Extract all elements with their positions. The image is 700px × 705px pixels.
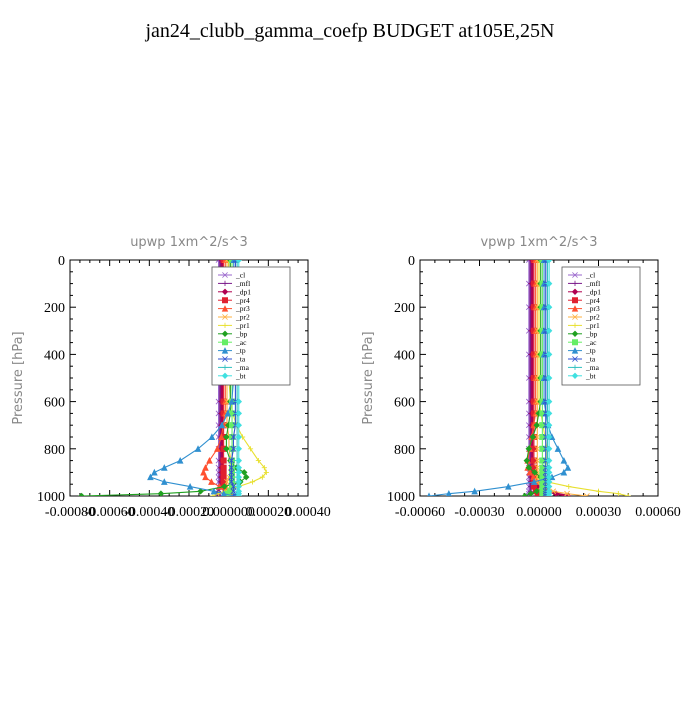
legend-marker — [222, 322, 228, 328]
legend-label: _pr3 — [235, 304, 250, 313]
legend-marker — [571, 330, 579, 337]
x-tick-label: -0.00040 — [124, 505, 174, 520]
legend-label: _bp — [585, 329, 598, 338]
legend-marker — [571, 305, 579, 312]
legend-marker — [221, 288, 229, 295]
legend-label: _dp1 — [585, 287, 601, 296]
legend-label: _bt — [235, 371, 247, 380]
legend-label: _ma — [585, 363, 600, 372]
legend-label: _bt — [585, 371, 597, 380]
legend-label: _ac — [235, 338, 247, 347]
y-tick-label: 0 — [58, 254, 65, 269]
y-tick-label: 600 — [394, 396, 415, 411]
series-line-tp — [428, 260, 569, 496]
legend-label: _ta — [585, 355, 596, 364]
legend: _cl_mfl_dp1_pr4_pr3_pr2_pr1_bp_ac_tp_ta_… — [211, 266, 291, 386]
y-tick-label: 0 — [408, 254, 415, 269]
legend-marker — [222, 356, 228, 362]
y-tick-label: 400 — [44, 348, 65, 363]
legend-marker — [572, 322, 578, 328]
legend-marker — [221, 372, 229, 379]
vpwp-panel: vpwp 1xm^2/s^3 Pressure [hPa] 0 200 400 600 80… — [361, 235, 681, 520]
legend: _cl_mfl_dp1_pr4_pr3_pr2_pr1_bp_ac_tp_ta_… — [561, 266, 641, 386]
legend-marker — [572, 314, 578, 320]
y-tick-label: 800 — [44, 443, 65, 458]
legend-marker — [571, 347, 579, 354]
legend-marker — [221, 305, 229, 312]
legend-label: _pr4 — [585, 296, 600, 305]
y-tick-label: 1000 — [37, 490, 65, 505]
x-tick-label: 0.00020 — [246, 505, 292, 520]
legend-label: _bp — [235, 329, 248, 338]
panel-title: upwp 1xm^2/s^3 — [130, 235, 248, 250]
y-tick-label: 200 — [44, 301, 65, 316]
x-tick-label: -0.00060 — [85, 505, 135, 520]
panel-title: vpwp 1xm^2/s^3 — [480, 235, 597, 250]
legend-label: _mfl — [585, 279, 600, 288]
x-tick-label: -0.00060 — [395, 505, 445, 520]
legend-marker — [572, 280, 578, 286]
x-tick-label: 0.00040 — [285, 505, 331, 520]
legend-label: _pr4 — [235, 296, 250, 305]
legend-label: _ma — [235, 363, 250, 372]
legend-marker — [571, 288, 579, 295]
x-tick-label: -0.00020 — [164, 505, 214, 520]
legend-marker — [221, 347, 229, 354]
y-tick-label: 600 — [44, 396, 65, 411]
legend-label: _pr1 — [585, 321, 600, 330]
legend-marker — [572, 297, 578, 304]
x-tick-label: 0.00030 — [576, 505, 622, 520]
x-tick-label: 0.000000 — [202, 505, 255, 520]
series-markers-bt — [545, 260, 553, 496]
legend-marker — [222, 364, 228, 370]
legend-label: _pr2 — [585, 313, 600, 322]
page-title: jan24_clubb_gamma_coefp BUDGET at105E,25… — [145, 20, 555, 42]
legend-marker — [572, 272, 578, 278]
legend-marker — [222, 297, 228, 304]
x-tick-label: 0.00000 — [516, 505, 562, 520]
legend-marker — [222, 339, 228, 346]
legend-marker — [572, 364, 578, 370]
legend-label: _pr1 — [235, 321, 250, 330]
y-axis-label: Pressure [hPa] — [361, 331, 376, 424]
legend-marker — [222, 272, 228, 278]
x-tick-label: -0.00080 — [45, 505, 95, 520]
legend-label: _mfl — [235, 279, 250, 288]
y-tick-label: 800 — [394, 443, 415, 458]
y-axis-label: Pressure [hPa] — [11, 331, 26, 424]
x-tick-label: -0.00030 — [454, 505, 504, 520]
legend-label: _ta — [235, 355, 246, 364]
legend-marker — [572, 356, 578, 362]
legend-marker — [222, 314, 228, 320]
legend-marker — [572, 339, 578, 346]
legend-label: _dp1 — [235, 287, 251, 296]
legend-marker — [222, 280, 228, 286]
y-tick-label: 1000 — [387, 490, 415, 505]
legend-marker — [221, 330, 229, 337]
legend-label: _cl — [585, 271, 595, 280]
y-tick-label: 400 — [394, 348, 415, 363]
legend-label: _tp — [585, 346, 596, 355]
legend-marker — [571, 372, 579, 379]
legend-label: _cl — [235, 271, 245, 280]
y-tick-label: 200 — [394, 301, 415, 316]
legend-label: _pr2 — [235, 313, 250, 322]
legend-label: _ac — [585, 338, 597, 347]
upwp-panel: upwp 1xm^2/s^3 Pressure [hPa] 0 200 400 600 80… — [11, 235, 331, 520]
x-tick-label: 0.00060 — [635, 505, 681, 520]
series-group — [427, 260, 631, 496]
legend-label: _pr3 — [585, 304, 600, 313]
legend-label: _tp — [235, 346, 246, 355]
